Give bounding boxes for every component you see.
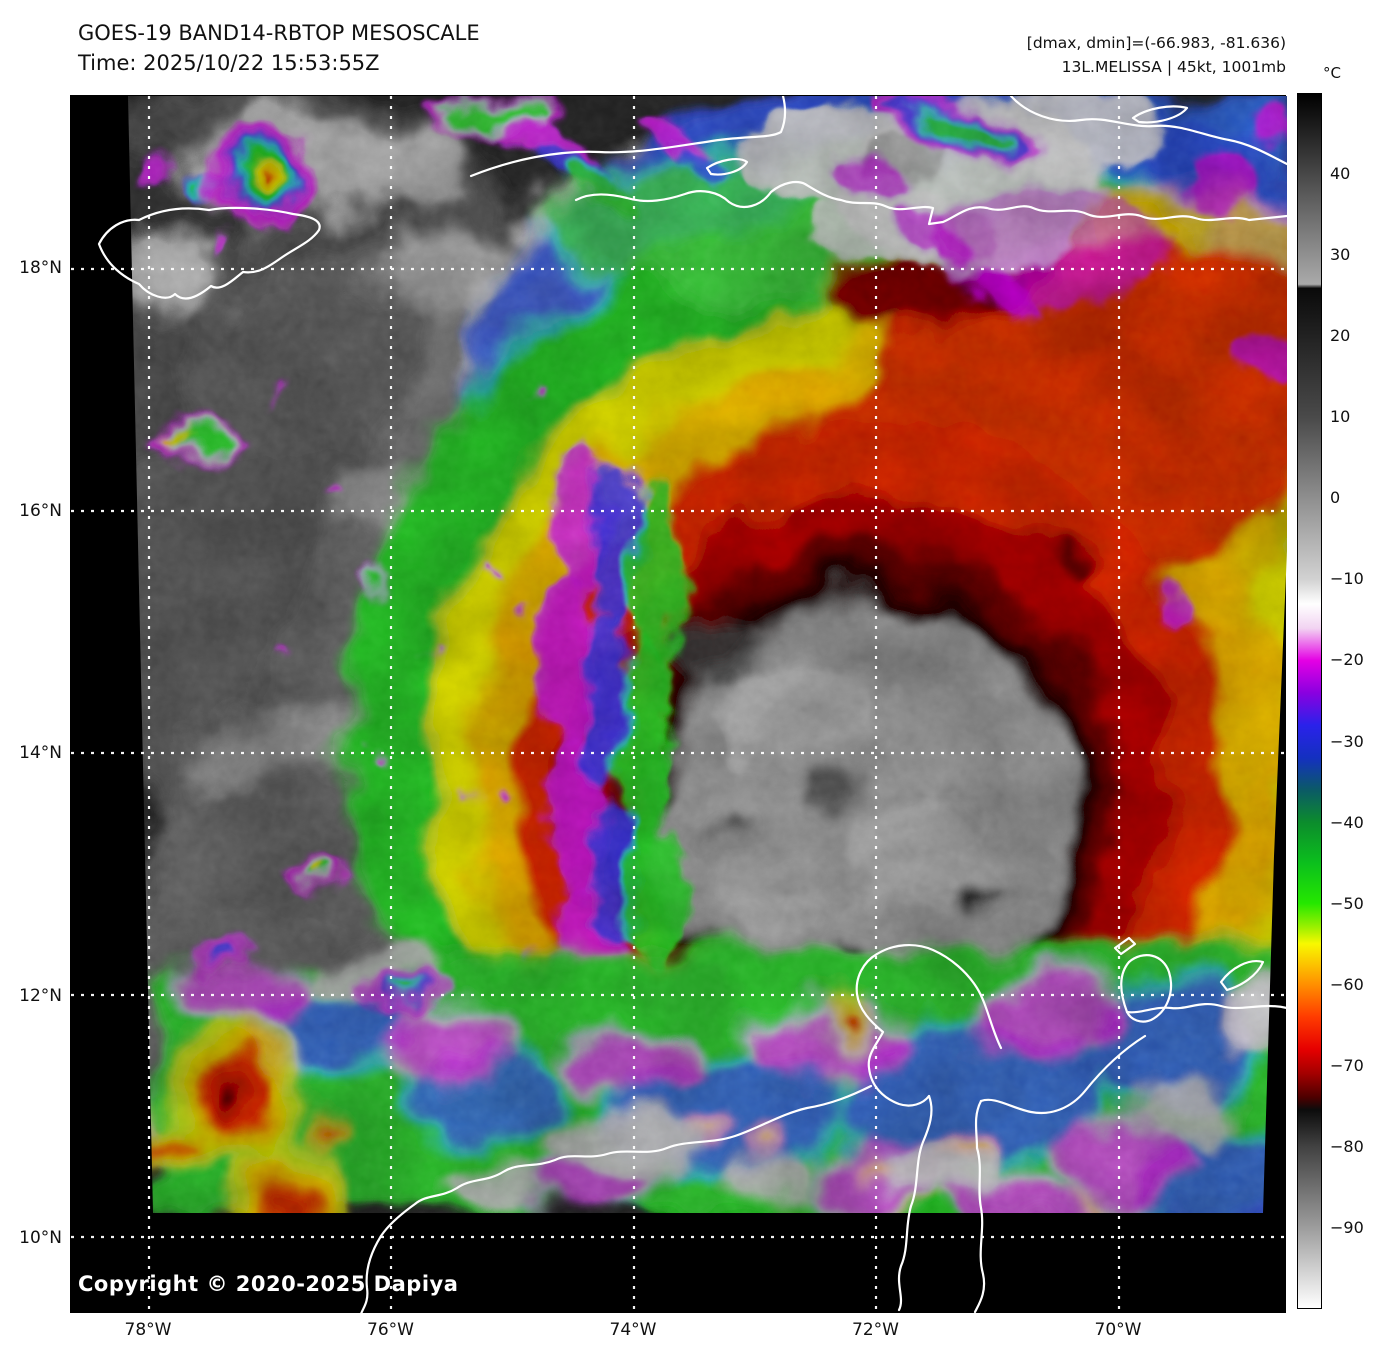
colorbar-tick-label: −40 <box>1330 812 1364 832</box>
lon-tick-label: 74°W <box>609 1320 657 1340</box>
lon-tick-label: 76°W <box>367 1320 414 1340</box>
coast-maracaibo-west <box>897 1094 933 1312</box>
page-title: GOES-19 BAND14-RBTOP MESOSCALE <box>78 21 480 45</box>
lat-tick-label: 10°N <box>19 1228 62 1248</box>
cloud-texture-fine <box>128 96 1287 1213</box>
satellite-map <box>70 95 1287 1314</box>
coast-gulf-venezuela <box>979 1034 1147 1115</box>
lon-tick-label: 70°W <box>1094 1320 1142 1340</box>
colorbar-tick-label: −70 <box>1330 1055 1364 1075</box>
lat-tick-label: 12°N <box>19 985 62 1006</box>
coast-hispaniola-north <box>1009 96 1287 166</box>
lat-tick-label: 18°N <box>19 258 62 278</box>
colorbar-unit: °C <box>1323 64 1341 82</box>
colorbar-tick-label: −50 <box>1330 893 1364 913</box>
coast-gonave-island <box>705 158 749 176</box>
colorbar <box>1297 93 1322 1309</box>
colorbar-tick-label: −10 <box>1330 569 1364 589</box>
title-block: GOES-19 BAND14-RBTOP MESOSCALE Time: 202… <box>78 18 480 78</box>
lat-tick-label: 16°N <box>19 500 62 521</box>
satellite-image <box>71 96 1287 1314</box>
colorbar-tick-label: 30 <box>1330 245 1351 265</box>
dmax-dmin-readout: [dmax, dmin]=(-66.983, -81.636) <box>1026 34 1286 52</box>
coast-maracaibo-east <box>973 1099 986 1314</box>
coast-curacao-island <box>1219 960 1265 992</box>
coast-guajira <box>855 944 1003 1107</box>
colorbar-tick-label: 40 <box>1330 164 1351 184</box>
lat-tick-label: 14°N <box>19 743 62 763</box>
coast-paraguana <box>1120 954 1173 1023</box>
colorbar-tick-label: −90 <box>1330 1217 1364 1237</box>
colorbar-tick-label: −30 <box>1330 731 1364 751</box>
colorbar-tick-label: 0 <box>1330 488 1341 508</box>
colorbar-tick-label: −20 <box>1330 650 1364 670</box>
colorbar-tick-label: −80 <box>1330 1136 1364 1156</box>
timestamp: Time: 2025/10/22 15:53:55Z <box>78 51 380 75</box>
storm-info: 13L.MELISSA | 45kt, 1001mb <box>1061 58 1286 76</box>
coast-venezuela <box>1125 1002 1287 1014</box>
imagery-layers <box>128 96 1287 1213</box>
header-right: [dmax, dmin]=(-66.983, -81.636) 13L.MELI… <box>1027 31 1286 79</box>
coast-colombia <box>359 1084 873 1314</box>
latlon-grid <box>71 96 1287 1314</box>
colorbar-tick-label: 20 <box>1330 326 1351 346</box>
copyright-watermark: Copyright © 2020-2025 Dapiya <box>78 1272 459 1296</box>
coast-jamaica <box>97 206 321 300</box>
coast-cuba <box>469 96 787 178</box>
coastlines <box>97 96 1287 1314</box>
coast-tortue-island <box>1131 105 1189 124</box>
coast-aruba-island <box>1113 936 1137 956</box>
colorbar-tick-label: −60 <box>1330 974 1364 994</box>
coast-hispaniola-south <box>574 181 1287 226</box>
lon-tick-label: 78°W <box>124 1320 172 1340</box>
lon-tick-label: 72°W <box>852 1320 899 1340</box>
colorbar-tick-label: 10 <box>1330 407 1351 427</box>
